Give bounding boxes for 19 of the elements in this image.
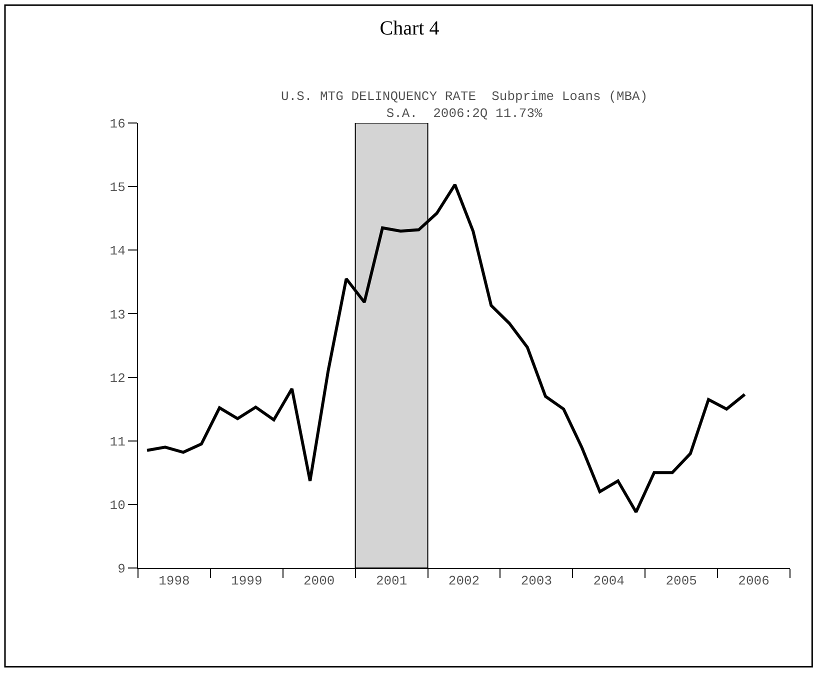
x-tick-label: 2003 <box>520 574 552 589</box>
chart-subtitle: U.S. MTG DELINQUENCY RATE Subprime Loans (MBA) S.A. 2006:2Q 11.73% <box>281 89 648 121</box>
y-tick-label: 10 <box>110 498 126 513</box>
x-tick-label: 2005 <box>666 574 697 589</box>
x-tick-label: 2004 <box>593 574 625 589</box>
x-tick-label: 2006 <box>738 574 770 589</box>
y-tick-label: 13 <box>110 307 126 322</box>
x-tick-label: 2001 <box>376 574 408 589</box>
y-tick-label: 15 <box>110 180 126 196</box>
y-tick-label: 16 <box>110 116 126 132</box>
chart-title: Chart 4 <box>380 17 440 40</box>
y-tick-label: 14 <box>110 244 126 259</box>
y-tick-label: 9 <box>118 562 126 577</box>
x-tick-label: 2000 <box>304 574 335 589</box>
x-tick-label: 1999 <box>231 574 262 589</box>
x-tick-label: 1998 <box>158 574 190 589</box>
x-tick-label: 2002 <box>448 574 480 589</box>
y-tick-label: 11 <box>110 434 126 450</box>
y-tick-label: 12 <box>110 370 126 386</box>
